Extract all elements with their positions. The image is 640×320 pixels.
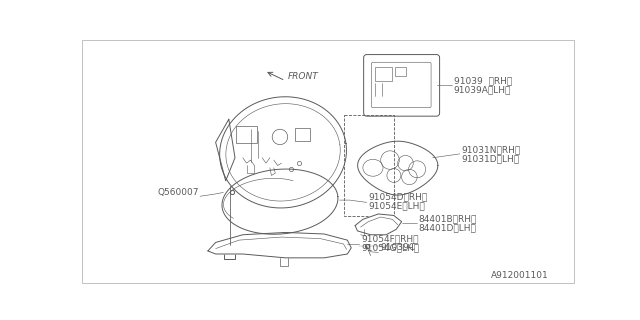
Bar [344, 116, 394, 215]
Bar [224, 245, 235, 259]
Text: A912001101: A912001101 [491, 271, 548, 280]
Text: 84401B〈RH〉: 84401B〈RH〉 [419, 214, 477, 223]
Text: FRONT: FRONT [288, 72, 319, 81]
Text: 91054D〈RH〉: 91054D〈RH〉 [368, 193, 428, 202]
Text: 91039A〈LH〉: 91039A〈LH〉 [454, 85, 511, 94]
Text: 91054G〈LH〉: 91054G〈LH〉 [362, 243, 419, 252]
Text: 91054E〈LH〉: 91054E〈LH〉 [368, 202, 425, 211]
Text: 91031D〈LH〉: 91031D〈LH〉 [461, 155, 520, 164]
Text: 84401D〈LH〉: 84401D〈LH〉 [419, 223, 477, 232]
Text: Q560007: Q560007 [157, 188, 199, 197]
Text: 91054F〈RH〉: 91054F〈RH〉 [362, 234, 419, 243]
Polygon shape [355, 214, 402, 235]
Text: 91031N〈RH〉: 91031N〈RH〉 [461, 146, 520, 155]
Text: 91039  〈RH〉: 91039 〈RH〉 [454, 76, 512, 85]
Bar [396, 67, 406, 76]
Polygon shape [208, 232, 351, 258]
Text: 91039C: 91039C [380, 243, 415, 252]
Bar [375, 67, 392, 81]
